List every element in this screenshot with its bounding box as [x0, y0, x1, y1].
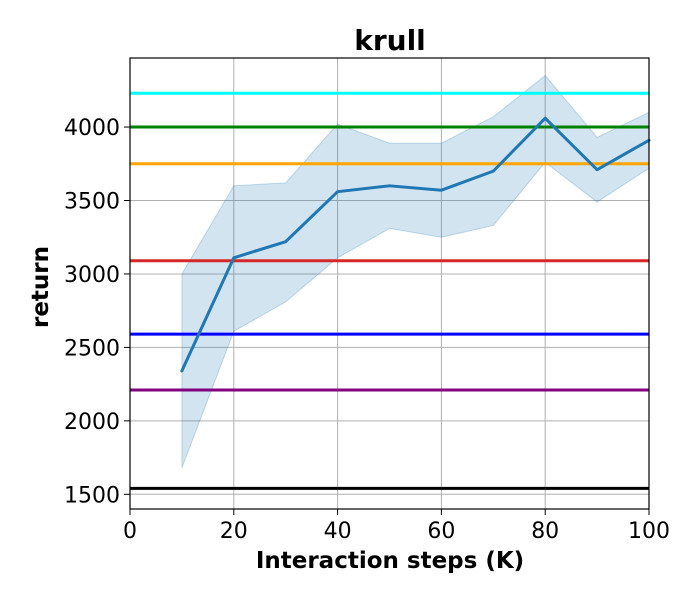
x-tick-label: 20: [220, 519, 248, 544]
y-axis: 1500 2000 2500 3000 3500 4000: [64, 116, 130, 508]
confidence-band-area: [181, 74, 650, 469]
series-lines: [180, 116, 651, 373]
x-tick-label: 60: [427, 519, 455, 544]
series-line: [180, 116, 651, 373]
x-tick-label: 80: [531, 519, 559, 544]
y-tick-label: 1500: [64, 483, 120, 508]
x-axis-label: Interaction steps (K): [256, 548, 524, 574]
y-tick-label: 3500: [64, 189, 120, 214]
x-tick-label: 0: [123, 519, 137, 544]
y-tick-label: 2500: [64, 336, 120, 361]
y-tick-label: 2000: [64, 410, 120, 435]
y-axis-label: return: [28, 246, 54, 328]
y-tick-label: 4000: [64, 116, 120, 141]
plot-frame: [129, 57, 650, 510]
confidence-band: [181, 74, 650, 469]
reference-lines: [130, 91, 649, 490]
y-tick-label: 3000: [64, 263, 120, 288]
x-tick-label: 40: [324, 519, 352, 544]
x-axis: 0 20 40 60 80 100: [123, 509, 670, 544]
chart-title: krull: [354, 24, 426, 57]
x-tick-label: 100: [628, 519, 670, 544]
